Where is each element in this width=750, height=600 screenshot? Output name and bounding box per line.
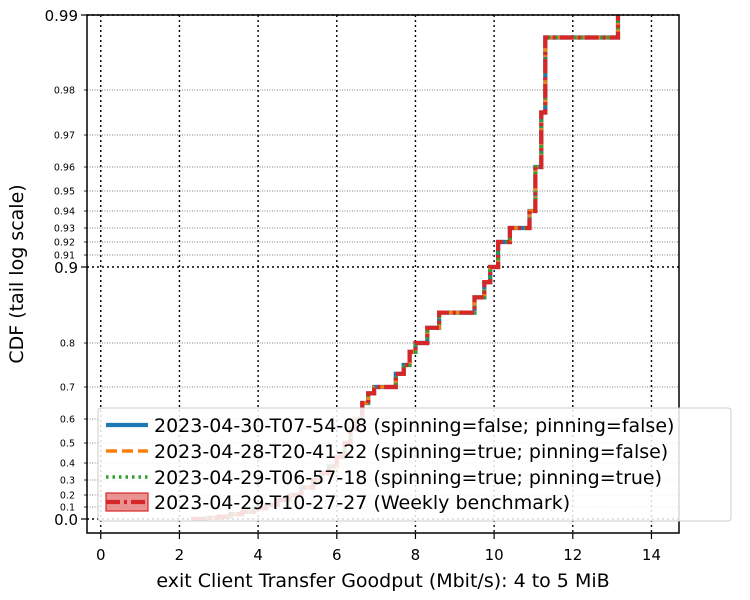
y-minor-tick-label: 0.4 bbox=[60, 459, 75, 470]
series-line-4 bbox=[191, 15, 621, 522]
x-tick-label: 12 bbox=[563, 546, 582, 564]
y-minor-tick-label: 0.6 bbox=[60, 415, 75, 426]
plot-area-frame bbox=[86, 14, 680, 534]
y-minor-tick-label: 0.8 bbox=[60, 339, 75, 350]
y-minor-tick-label: 0.96 bbox=[54, 163, 75, 174]
legend-label-4: 2023-04-29-T10-27-27 (Weekly benchmark) bbox=[154, 492, 570, 514]
y-axis-ticks: 0.0 0.9 0.99 0.10.2 0.3 0.4 0.5 0.6 0.7 0.8 0.91 0.… bbox=[45, 7, 87, 529]
legend-label-1: 2023-04-30-T07-54-08 (spinning=false; pi… bbox=[154, 415, 674, 437]
x-tick-label: 14 bbox=[642, 546, 661, 564]
x-tick-label: 10 bbox=[485, 546, 504, 564]
y-minor-tick-label: 0.91 bbox=[54, 251, 75, 262]
y-minor-tick-label: 0.7 bbox=[60, 383, 75, 394]
y-minor-tick-label: 0.98 bbox=[54, 86, 75, 97]
y-minor-tick-label: 0.93 bbox=[54, 224, 75, 235]
x-tick-label: 0 bbox=[96, 546, 106, 564]
x-tick-label: 8 bbox=[411, 546, 421, 564]
y-axis-label: CDF (tail log scale) bbox=[6, 184, 28, 363]
y-minor-tick-label: 0.3 bbox=[60, 476, 75, 487]
x-axis-ticks: 0 2 4 6 8 10 12 14 bbox=[96, 533, 661, 564]
legend-label-3: 2023-04-29-T06-57-18 (spinning=true; pin… bbox=[154, 467, 662, 489]
x-tick-label: 2 bbox=[175, 546, 185, 564]
y-minor-tick-label: 0.2 bbox=[60, 491, 75, 502]
y-minor-tick-label: 0.1 bbox=[60, 503, 75, 514]
x-tick-label: 6 bbox=[332, 546, 342, 564]
y-minor-tick-label: 0.95 bbox=[54, 187, 75, 198]
y-major-tick-label: 0.9 bbox=[54, 259, 78, 277]
x-axis-label: exit Client Transfer Goodput (Mbit/s): 4… bbox=[156, 570, 609, 592]
legend: 2023-04-30-T07-54-08 (spinning=false; pi… bbox=[97, 407, 732, 522]
y-major-tick-label: 0.99 bbox=[45, 7, 78, 25]
y-major-tick-label: 0.0 bbox=[54, 511, 78, 529]
y-minor-tick-label: 0.94 bbox=[54, 207, 75, 218]
y-minor-tick-label: 0.5 bbox=[60, 439, 75, 450]
legend-box bbox=[97, 407, 732, 522]
y-minor-tick-label: 0.97 bbox=[54, 131, 75, 142]
legend-label-2: 2023-04-28-T20-41-22 (spinning=true; pin… bbox=[154, 441, 668, 463]
x-tick-label: 4 bbox=[253, 546, 263, 564]
y-minor-tick-label: 0.92 bbox=[54, 238, 75, 249]
